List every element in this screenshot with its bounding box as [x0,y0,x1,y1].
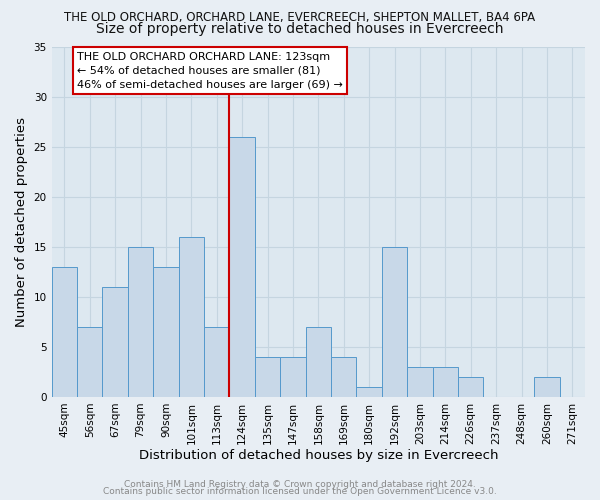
Bar [204,327,229,397]
Bar [356,387,382,397]
Bar [433,367,458,397]
Bar [280,357,305,397]
Bar [305,327,331,397]
Bar [331,357,356,397]
X-axis label: Distribution of detached houses by size in Evercreech: Distribution of detached houses by size … [139,450,498,462]
Bar [382,247,407,397]
Text: Size of property relative to detached houses in Evercreech: Size of property relative to detached ho… [96,22,504,36]
Bar [458,377,484,397]
Text: Contains HM Land Registry data © Crown copyright and database right 2024.: Contains HM Land Registry data © Crown c… [124,480,476,489]
Bar [229,136,255,397]
Bar [52,267,77,397]
Text: Contains public sector information licensed under the Open Government Licence v3: Contains public sector information licen… [103,487,497,496]
Bar [128,247,153,397]
Text: THE OLD ORCHARD, ORCHARD LANE, EVERCREECH, SHEPTON MALLET, BA4 6PA: THE OLD ORCHARD, ORCHARD LANE, EVERCREEC… [64,11,536,24]
Bar [179,236,204,397]
Y-axis label: Number of detached properties: Number of detached properties [15,116,28,326]
Bar [153,267,179,397]
Bar [103,287,128,397]
Bar [534,377,560,397]
Bar [255,357,280,397]
Bar [407,367,433,397]
Text: THE OLD ORCHARD ORCHARD LANE: 123sqm
← 54% of detached houses are smaller (81)
4: THE OLD ORCHARD ORCHARD LANE: 123sqm ← 5… [77,52,343,90]
Bar [77,327,103,397]
